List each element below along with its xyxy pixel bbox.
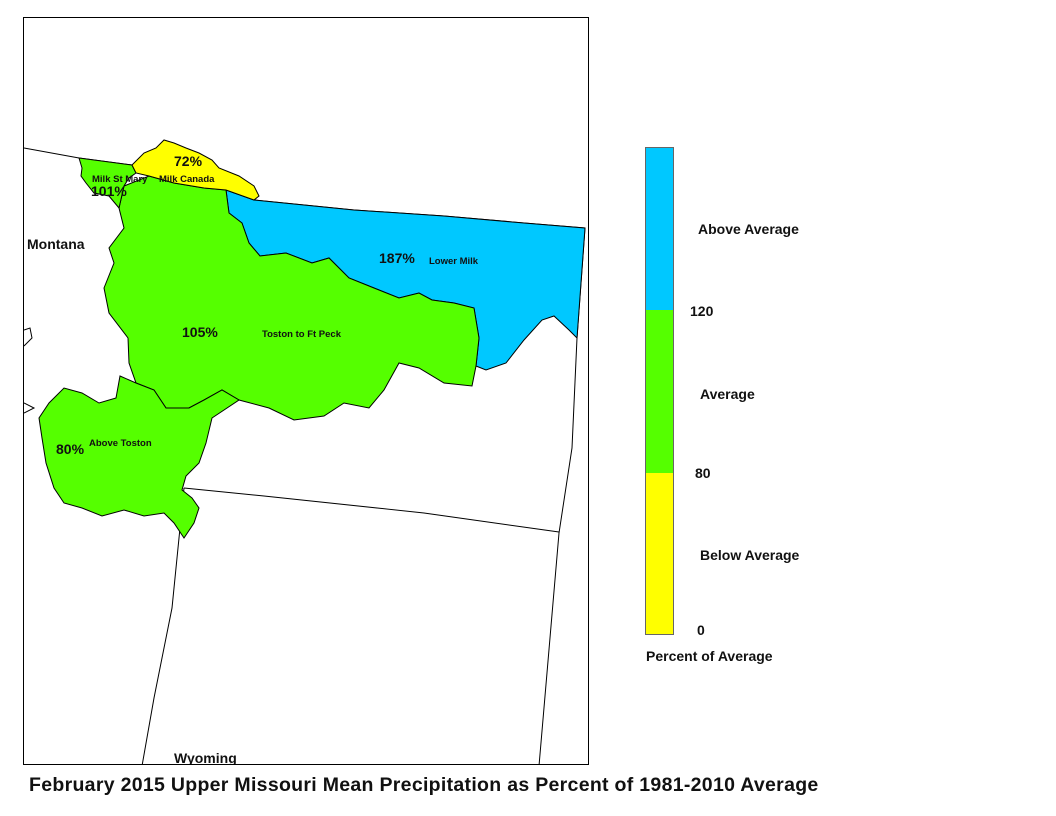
- basin-toston-to-ft-peck[interactable]: [103, 175, 480, 421]
- west-edge-stub: [24, 327, 33, 347]
- legend-break-0: 0: [697, 622, 705, 638]
- milk-canada-percent: 72%: [174, 153, 203, 169]
- map-frame: 187% Lower Milk 105% Toston to Ft Peck 8…: [23, 17, 589, 765]
- legend-color-bar: [645, 147, 674, 635]
- toston-to-ft-peck-name: Toston to Ft Peck: [262, 329, 342, 340]
- toston-to-ft-peck-percent: 105%: [182, 324, 218, 340]
- west-edge-stub-2: [24, 402, 36, 414]
- state-label-wyoming: Wyoming: [174, 750, 237, 765]
- legend-title: Percent of Average: [646, 648, 773, 664]
- lower-milk-percent: 187%: [379, 250, 415, 266]
- legend-break-120: 120: [690, 303, 714, 319]
- basin-milk-canada[interactable]: [131, 139, 260, 201]
- milk-canada-name: Milk Canada: [159, 174, 215, 185]
- basin-above-toston[interactable]: [38, 375, 240, 539]
- milk-st-mary-name: Milk St Mary: [92, 174, 148, 185]
- legend-label-below-average: Below Average: [700, 547, 800, 563]
- state-label-montana: Montana: [27, 236, 85, 252]
- legend-label-above-average: Above Average: [698, 221, 799, 237]
- legend-swatch-above-average: [646, 148, 673, 310]
- map: 187% Lower Milk 105% Toston to Ft Peck 8…: [24, 139, 586, 765]
- map-title: February 2015 Upper Missouri Mean Precip…: [29, 774, 819, 796]
- legend-break-80: 80: [695, 465, 711, 481]
- legend-swatch-below-average: [646, 473, 673, 634]
- legend-label-average: Average: [700, 386, 755, 402]
- above-toston-name: Above Toston: [89, 438, 152, 449]
- lower-milk-name: Lower Milk: [429, 256, 479, 267]
- above-toston-percent: 80%: [56, 441, 85, 457]
- milk-st-mary-percent: 101%: [91, 183, 127, 199]
- wyoming-north-border-line: [183, 487, 560, 533]
- wyoming-west-border-line: [141, 487, 185, 764]
- legend-swatch-average: [646, 310, 673, 473]
